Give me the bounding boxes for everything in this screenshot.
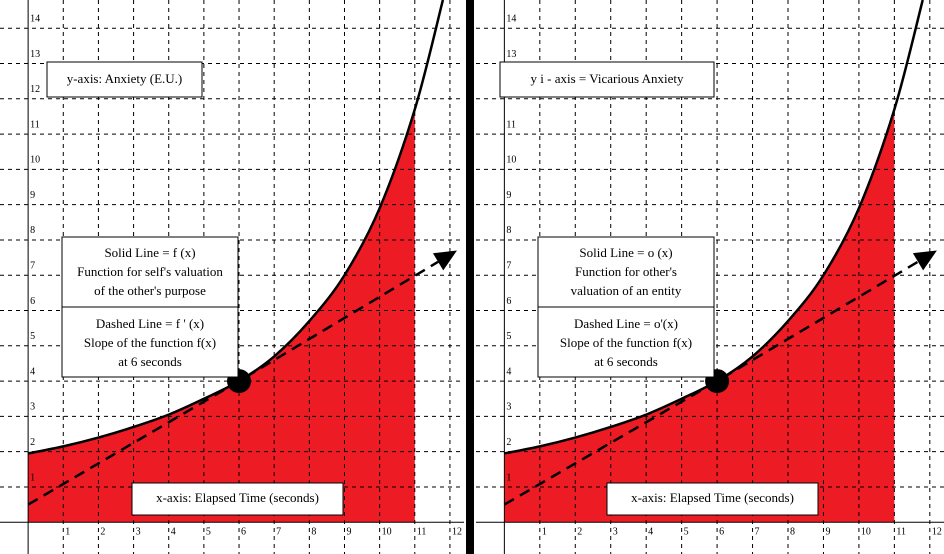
y-tick-label: 9 <box>506 190 511 201</box>
annotation-text: Slope of the function f(x) <box>84 335 216 350</box>
annotation-box <box>61 306 239 378</box>
y-tick-label: 4 <box>30 366 35 377</box>
y-tick-label: 7 <box>506 261 511 272</box>
y-tick-label: 4 <box>506 366 511 377</box>
x-tick-label: 3 <box>136 527 141 538</box>
shaded-area <box>28 109 415 523</box>
y-tick-label: 1 <box>30 472 35 483</box>
x-tick-label: 12 <box>932 527 942 538</box>
y-tick-label: 12 <box>30 84 40 95</box>
arrowhead <box>432 250 457 271</box>
y-tick-label: 1 <box>506 472 511 483</box>
tangent-line <box>503 260 919 506</box>
y-tick-label: 9 <box>30 190 35 201</box>
x-tick-label: 9 <box>346 527 351 538</box>
annotation-text: Function for self's valuation <box>77 264 223 279</box>
x-tick-label: 10 <box>382 527 392 538</box>
x-tick-label: 8 <box>311 527 316 538</box>
annotation-box <box>46 61 203 98</box>
annotation-box <box>131 482 344 516</box>
x-tick-label: 7 <box>276 527 281 538</box>
x-tick-label: 2 <box>577 527 582 538</box>
arrowhead <box>912 250 937 271</box>
y-tick-label: 13 <box>30 49 40 60</box>
y-tick-label: 7 <box>30 261 35 272</box>
y-tick-label: 8 <box>30 225 35 236</box>
y-tick-label: 3 <box>30 402 35 413</box>
panel: 1 2 3 4 5 6 7 8 9 10 11 121234567891011121314y-axis… <box>0 0 464 554</box>
y-tick-label: 3 <box>506 402 511 413</box>
x-tick-label: 11 <box>417 527 427 538</box>
x-tick-label: 3 <box>613 527 618 538</box>
x-tick-label: 1 <box>542 527 547 538</box>
x-tick-label: 11 <box>896 527 906 538</box>
y-tick-label: 10 <box>506 155 516 166</box>
x-tick-label: 4 <box>648 527 653 538</box>
annotation-text: x-axis: Elapsed Time (seconds) <box>156 490 319 505</box>
annotation-text: Slope of the function f(x) <box>560 335 692 350</box>
x-tick-label: 2 <box>100 527 105 538</box>
y-tick-label: 2 <box>30 437 35 448</box>
y-tick-label: 14 <box>506 14 516 25</box>
annotation-text: Solid Line = o (x) <box>579 245 672 260</box>
divider <box>466 0 474 554</box>
annotation-text: Function for other's <box>575 264 677 279</box>
annotation-text: Solid Line = f (x) <box>104 245 195 260</box>
x-tick-label: 9 <box>825 527 830 538</box>
x-tick-label: 8 <box>790 527 795 538</box>
annotation-text: valuation of an entity <box>571 283 682 298</box>
y-tick-label: 6 <box>506 296 511 307</box>
y-tick-label: 11 <box>506 119 516 130</box>
annotation-box <box>499 61 715 98</box>
x-tick-label: 5 <box>684 527 689 538</box>
y-tick-label: 11 <box>30 119 40 130</box>
annotation-text: y i - axis = Vicarious Anxiety <box>531 71 684 86</box>
x-tick-label: 6 <box>719 527 724 538</box>
annotation-text: Dashed Line = o'(x) <box>574 316 678 331</box>
annotation-text: y-axis: Anxiety (E.U.) <box>67 71 183 86</box>
y-tick-label: 2 <box>506 437 511 448</box>
x-tick-label: 4 <box>171 527 176 538</box>
y-tick-label: 8 <box>506 225 511 236</box>
y-tick-label: 5 <box>506 331 511 342</box>
x-tick-label: 5 <box>206 527 211 538</box>
y-tick-label: 14 <box>30 14 40 25</box>
annotation-text: Dashed Line = f ' (x) <box>96 316 204 331</box>
x-tick-label: 12 <box>452 527 462 538</box>
x-tick-label: 10 <box>861 527 871 538</box>
annotation-text: x-axis: Elapsed Time (seconds) <box>631 490 794 505</box>
y-tick-label: 5 <box>30 331 35 342</box>
annotation-box <box>606 482 819 516</box>
annotation-box <box>537 236 715 308</box>
y-tick-label: 13 <box>506 49 516 60</box>
annotation-text: at 6 seconds <box>118 354 182 369</box>
x-tick-label: 1 <box>65 527 70 538</box>
y-tick-label: 10 <box>30 155 40 166</box>
annotation-text: of the other's purpose <box>94 283 206 298</box>
y-tick-label: 6 <box>30 296 35 307</box>
annotation-text: at 6 seconds <box>594 354 658 369</box>
shaded-area <box>504 109 895 523</box>
annotation-box <box>61 236 239 308</box>
annotation-box <box>537 306 715 378</box>
x-tick-label: 7 <box>755 527 760 538</box>
x-tick-label: 6 <box>241 527 246 538</box>
